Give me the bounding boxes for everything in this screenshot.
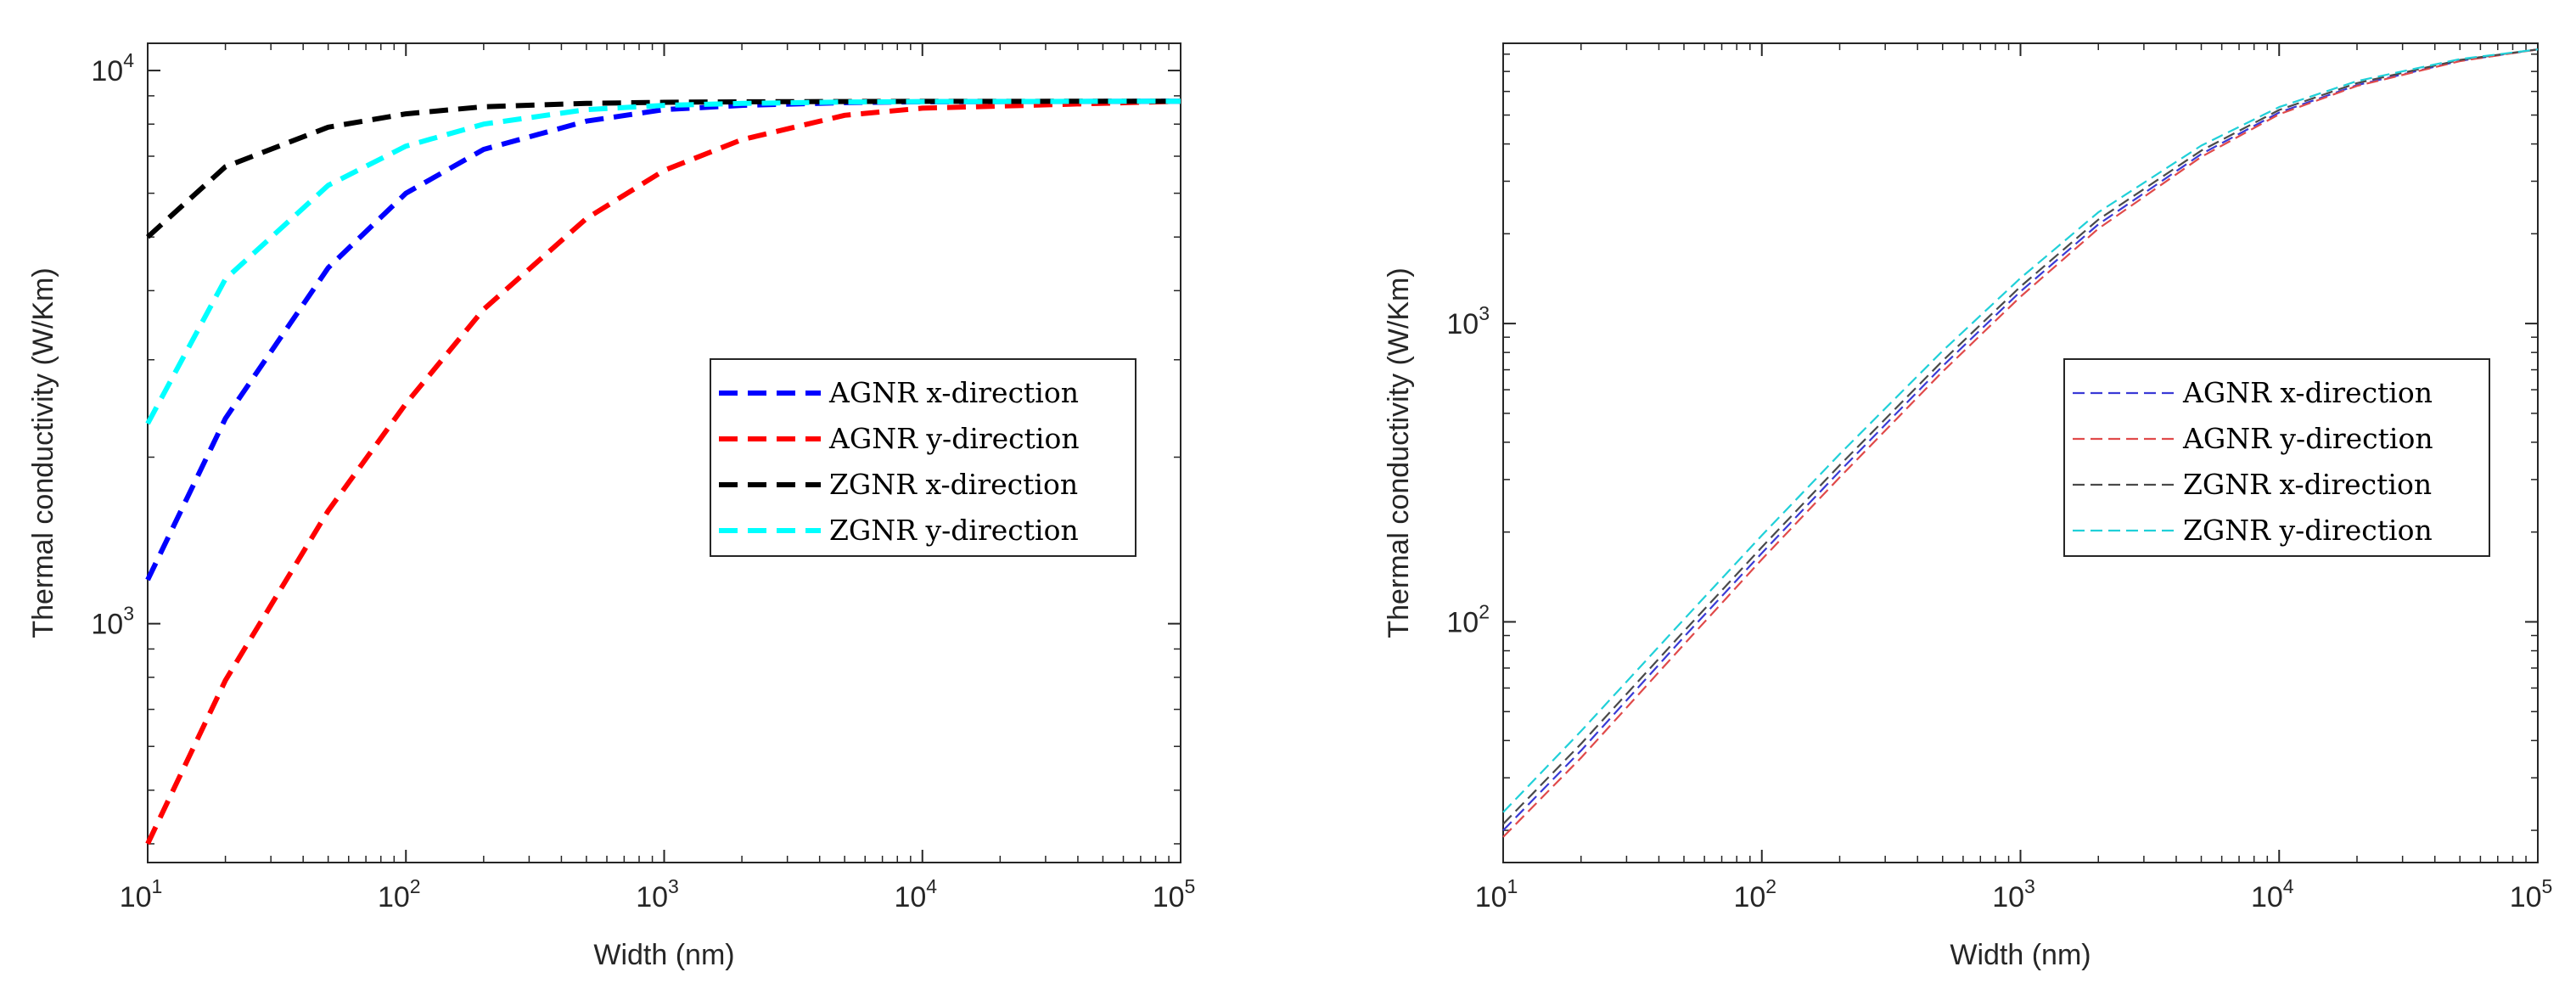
- legend: AGNR x-direction AGNR y-direction ZGNR x-d…: [710, 358, 1136, 557]
- legend-entry-label: ZGNR x-direction: [829, 468, 1078, 501]
- legend-entry-label: AGNR x-direction: [828, 376, 1079, 409]
- y-tick-label: 102: [1446, 600, 1490, 638]
- x-tick-label: 101: [120, 875, 163, 913]
- legend-entry-label: AGNR y-direction: [2182, 422, 2433, 455]
- chart-right: 101 102 103 104 105 102 103 Width (nm) Thermal c…: [1383, 42, 2553, 971]
- x-tick-label: 103: [1992, 875, 2035, 913]
- series-line-zgnr-x-direction: [1502, 48, 2539, 825]
- legend-entry-label: ZGNR y-direction: [829, 514, 1079, 547]
- x-tick-label: 105: [2510, 875, 2553, 913]
- legend: AGNR x-direction AGNR y-direction ZGNR x-d…: [2063, 358, 2490, 557]
- series-line-agnr-y-direction: [145, 98, 1181, 846]
- y-axis-label: Thermal conductivity (W/Km): [1383, 267, 1415, 638]
- series-line-agnr-x-direction: [145, 98, 1181, 582]
- legend-entry-label: ZGNR y-direction: [2183, 514, 2433, 547]
- y-tick-label: 103: [1446, 302, 1490, 340]
- series-line-zgnr-x-direction: [145, 98, 1181, 239]
- y-axis-label: Thermal conductivity (W/Km): [27, 267, 59, 638]
- x-tick-label: 103: [636, 875, 679, 913]
- x-tick-label: 104: [2251, 875, 2294, 913]
- legend-entry-label: AGNR y-direction: [828, 422, 1080, 455]
- y-tick-label: 104: [91, 49, 134, 87]
- series-line-agnr-y-direction: [1502, 48, 2539, 838]
- legend-entry-label: ZGNR x-direction: [2183, 468, 2432, 501]
- x-tick-label: 102: [1733, 875, 1776, 913]
- x-tick-label: 102: [378, 875, 421, 913]
- x-tick-label: 101: [1475, 875, 1518, 913]
- y-tick-label: 103: [91, 603, 134, 641]
- x-tick-label: 104: [894, 875, 937, 913]
- x-tick-label: 105: [1153, 875, 1196, 913]
- minor-ticks: [1503, 43, 2538, 863]
- legend-entry-label: AGNR x-direction: [2182, 376, 2433, 409]
- chart-left: 101 102 103 104 105 103 104 Width (nm) Thermal c…: [27, 42, 1196, 971]
- x-axis-label: Width (nm): [593, 939, 734, 971]
- x-axis-label: Width (nm): [1950, 939, 2091, 971]
